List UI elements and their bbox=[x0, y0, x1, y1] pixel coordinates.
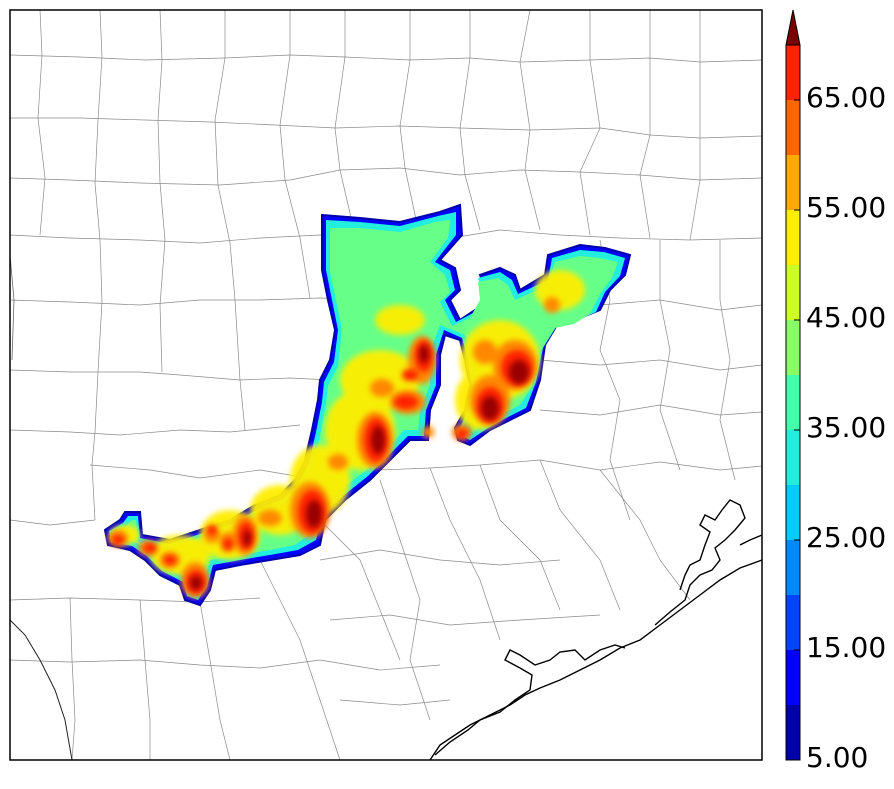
colorbar-segment bbox=[786, 45, 800, 100]
colorbar-tick-label: 25.00 bbox=[806, 521, 887, 554]
colorbar-segment bbox=[786, 540, 800, 595]
state-boundary-west bbox=[10, 254, 15, 361]
colorbar bbox=[785, 9, 801, 761]
county-boundaries bbox=[10, 10, 762, 760]
colorbar-tick-label: 65.00 bbox=[806, 81, 887, 114]
colorbar-segment bbox=[786, 320, 800, 375]
colorbar-segment bbox=[786, 265, 800, 320]
colorbar-tick-label: 15.00 bbox=[806, 631, 887, 664]
colorbar-segment bbox=[786, 650, 800, 705]
colorbar-extend-arrow bbox=[785, 9, 801, 46]
colorbar-segment bbox=[786, 705, 800, 760]
map-frame bbox=[9, 9, 763, 761]
colorbar-tick-label: 5.00 bbox=[806, 741, 869, 774]
colorbar-tick-label: 35.00 bbox=[806, 411, 887, 444]
colorbar-segment bbox=[786, 100, 800, 155]
colorbar-segment bbox=[786, 430, 800, 485]
colorbar-segment bbox=[786, 155, 800, 210]
colorbar-tick-label: 45.00 bbox=[806, 301, 887, 334]
colorbar-segment bbox=[786, 595, 800, 650]
state-boundary bbox=[10, 619, 73, 760]
colorbar-tick-label: 55.00 bbox=[806, 191, 887, 224]
colorbar-segment bbox=[786, 210, 800, 265]
colorbar-segment bbox=[786, 485, 800, 540]
reflectivity-echoes bbox=[103, 203, 632, 607]
colorbar-frame bbox=[785, 44, 801, 761]
coastline bbox=[429, 499, 762, 760]
colorbar-segment bbox=[786, 375, 800, 430]
